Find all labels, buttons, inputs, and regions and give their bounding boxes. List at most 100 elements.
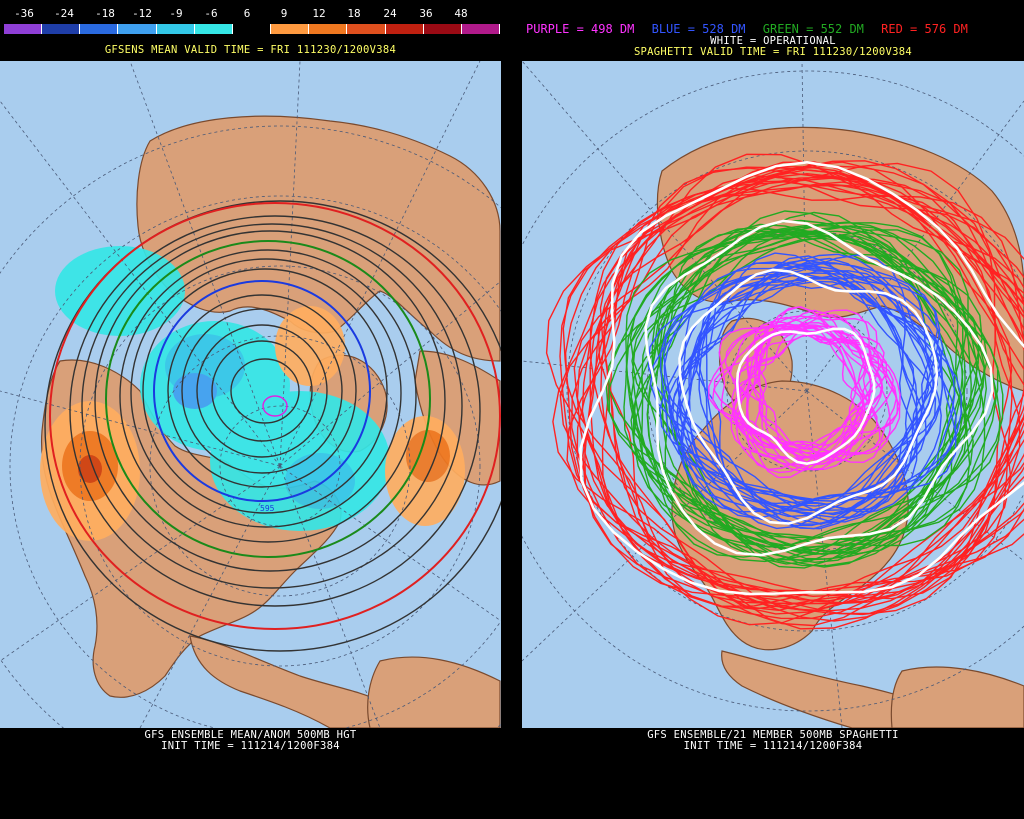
colorbar-label: 18 <box>347 7 361 20</box>
height-contour <box>167 294 357 488</box>
spaghetti-purple <box>712 315 871 470</box>
legend-green: GREEN = 552 DM <box>762 22 864 36</box>
ensemble-mean-map: 595 <box>0 61 501 728</box>
negative-anomaly-area <box>285 453 355 509</box>
spaghetti-red <box>589 153 1024 626</box>
spaghetti-purple <box>746 320 899 466</box>
spaghetti-purple <box>729 323 885 454</box>
height-contour <box>44 200 501 652</box>
spaghetti-blue <box>694 278 943 500</box>
spaghetti-operational <box>579 160 1024 596</box>
anomaly-shading <box>40 246 465 541</box>
height-contour-528 <box>153 280 371 502</box>
spaghetti-green <box>632 223 986 565</box>
colorbar-label: 48 <box>454 7 468 20</box>
spaghetti-purple <box>753 327 872 451</box>
spaghetti-red <box>581 180 1024 615</box>
colorbar-swatch <box>347 24 386 34</box>
colorbar-label: 6 <box>243 7 251 20</box>
height-contours <box>44 200 501 652</box>
spaghetti-map-svg <box>522 61 1024 728</box>
height-contour <box>81 223 463 589</box>
colorbar-swatch <box>232 24 272 34</box>
height-contour <box>69 215 481 607</box>
colorbar-label: -36 <box>14 7 34 20</box>
colorbar-swatch <box>461 24 501 34</box>
height-contour <box>211 340 313 442</box>
colorbar-label: -12 <box>132 7 152 20</box>
spaghetti-purple <box>754 332 883 450</box>
spaghetti-purple <box>739 327 866 459</box>
spaghetti-blue <box>659 254 934 530</box>
colorbar-label: -6 <box>204 7 218 20</box>
height-contour-576 <box>49 202 501 630</box>
central-america-land <box>189 635 396 728</box>
spaghetti-operational <box>644 219 994 557</box>
height-contour <box>130 258 402 528</box>
spaghetti-operational <box>678 268 939 525</box>
legend-purple: PURPLE = 498 DM <box>526 22 635 36</box>
footer-init-time: INIT TIME = 111214/1200F384 <box>161 740 340 752</box>
spaghetti-blue <box>681 262 962 530</box>
colorbar-label: 9 <box>280 7 288 20</box>
spaghetti-green <box>640 210 997 563</box>
height-contour <box>196 324 328 458</box>
spaghetti-blue <box>698 265 943 513</box>
height-contour <box>119 249 417 543</box>
colorbar-label: -24 <box>54 7 74 20</box>
footer-init-time: INIT TIME = 111214/1200F384 <box>683 740 863 752</box>
spaghetti-green <box>605 219 969 561</box>
spaghetti-red <box>597 184 1024 598</box>
height-contour <box>94 230 446 572</box>
mean-map-svg: 595 <box>0 61 501 728</box>
colorbar-swatch <box>4 24 43 34</box>
spaghetti-blue <box>659 272 923 515</box>
spaghetti-blue <box>649 262 939 525</box>
valid-time-title: GFSENS MEAN VALID TIME = FRI 111230/1200… <box>104 44 397 56</box>
height-contour-552 <box>105 240 431 558</box>
colorbar-labels: -36 -24 -18 -12 -9 -6 6 9 12 18 24 36 48 <box>6 7 500 21</box>
colorbar-swatch <box>156 24 195 34</box>
spaghetti-red <box>559 162 1024 630</box>
anomaly-colorbar <box>4 24 501 34</box>
south-america-land <box>890 666 1024 728</box>
footer-product: GFS ENSEMBLE/21 MEMBER 500MB SPAGHETTI <box>647 729 899 741</box>
colorbar-label: 36 <box>419 7 433 20</box>
lat-lon-grid <box>0 61 501 728</box>
height-contour <box>181 308 343 474</box>
spaghetti-red <box>562 165 1024 616</box>
height-contour <box>230 358 300 424</box>
negative-anomaly-area <box>173 373 217 409</box>
contour-label: 595 <box>260 504 275 513</box>
spaghetti-red <box>582 169 1024 600</box>
spaghetti-contours <box>545 153 1024 630</box>
spaghetti-red <box>609 181 1024 604</box>
spaghetti-panel: PURPLE = 498 DM BLUE = 528 DM GREEN = 55… <box>522 0 1024 819</box>
legend-red: RED = 576 DM <box>881 22 968 36</box>
colorbar-swatch <box>118 24 157 34</box>
contour-legend: PURPLE = 498 DM BLUE = 528 DM GREEN = 55… <box>526 22 1022 36</box>
colorbar-swatch <box>42 24 81 34</box>
spaghetti-green <box>631 232 983 548</box>
spaghetti-operational <box>735 327 876 466</box>
south-america-land <box>367 656 501 728</box>
colorbar-label: -18 <box>95 7 115 20</box>
height-contour <box>142 268 388 514</box>
asia-land <box>656 126 1024 392</box>
legend-blue: BLUE = 528 DM <box>651 22 746 36</box>
height-contour-498 <box>262 395 288 417</box>
colorbar-label: 24 <box>383 7 397 20</box>
legend-white: WHITE = OPERATIONAL <box>710 35 836 47</box>
spaghetti-green <box>623 222 983 567</box>
ensemble-mean-panel: -36 -24 -18 -12 -9 -6 6 9 12 18 24 36 48… <box>0 0 501 819</box>
colorbar-label: 12 <box>312 7 326 20</box>
spaghetti-red <box>576 161 1024 615</box>
spaghetti-green <box>646 211 1004 558</box>
footer-product: GFS ENSEMBLE MEAN/ANOM 500MB HGT <box>144 729 357 741</box>
colorbar-swatch <box>80 24 119 34</box>
colorbar-swatch <box>385 24 424 34</box>
spaghetti-map <box>522 61 1024 728</box>
spaghetti-purple <box>718 309 883 471</box>
spaghetti-red <box>576 176 1013 598</box>
colorbar-label: -9 <box>169 7 183 20</box>
